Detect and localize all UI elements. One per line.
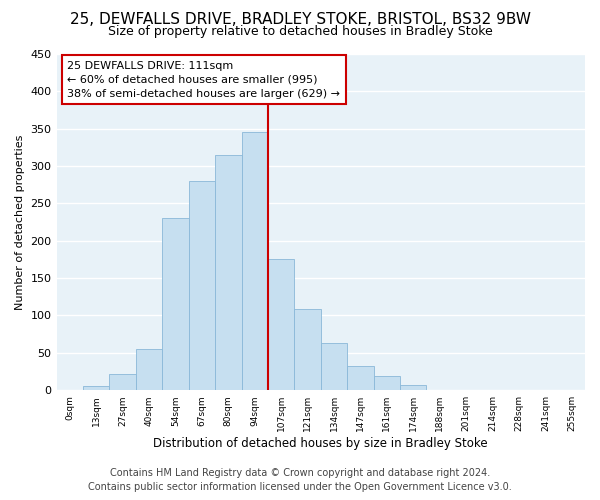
Bar: [215, 155, 242, 390]
Bar: [295, 309, 321, 390]
Bar: [268, 260, 295, 390]
Text: Size of property relative to detached houses in Bradley Stoke: Size of property relative to detached ho…: [107, 25, 493, 38]
Text: Contains HM Land Registry data © Crown copyright and database right 2024.
Contai: Contains HM Land Registry data © Crown c…: [88, 468, 512, 492]
Bar: [347, 366, 374, 390]
Bar: [400, 385, 427, 390]
Bar: [374, 376, 400, 390]
Bar: [83, 386, 109, 390]
Bar: [136, 349, 162, 390]
Text: 25 DEWFALLS DRIVE: 111sqm
← 60% of detached houses are smaller (995)
38% of semi: 25 DEWFALLS DRIVE: 111sqm ← 60% of detac…: [67, 60, 340, 98]
Bar: [188, 181, 215, 390]
Bar: [162, 218, 188, 390]
Bar: [242, 132, 268, 390]
Bar: [321, 343, 347, 390]
Bar: [109, 374, 136, 390]
X-axis label: Distribution of detached houses by size in Bradley Stoke: Distribution of detached houses by size …: [154, 437, 488, 450]
Y-axis label: Number of detached properties: Number of detached properties: [15, 134, 25, 310]
Text: 25, DEWFALLS DRIVE, BRADLEY STOKE, BRISTOL, BS32 9BW: 25, DEWFALLS DRIVE, BRADLEY STOKE, BRIST…: [70, 12, 530, 28]
